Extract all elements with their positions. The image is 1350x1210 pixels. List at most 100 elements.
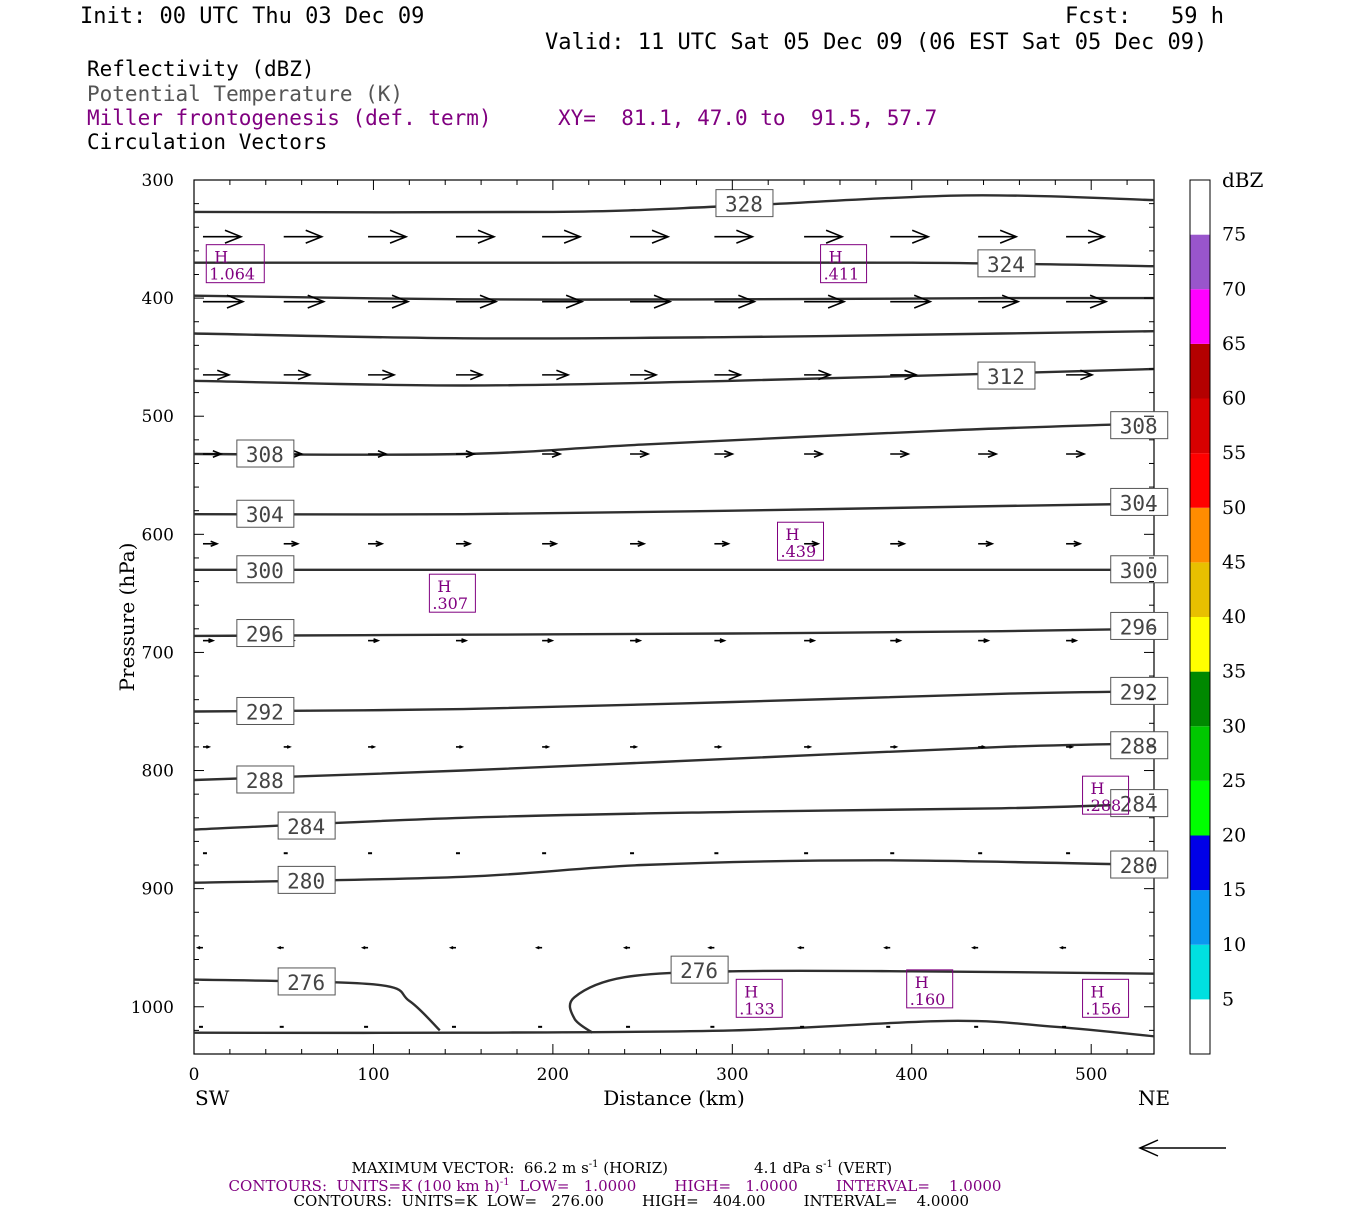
vector-head xyxy=(895,638,903,644)
vector-head xyxy=(448,946,454,950)
circulation-vector xyxy=(890,450,911,458)
circulation-vector xyxy=(714,294,757,309)
circulation-vector xyxy=(202,638,216,644)
vector-head xyxy=(377,450,389,458)
field-circulation: Circulation Vectors xyxy=(87,130,328,154)
vector-head xyxy=(1071,638,1079,644)
vector-head xyxy=(825,229,845,244)
colorbar-title: dBZ xyxy=(1222,168,1264,192)
theta-contour-284 xyxy=(194,802,1154,831)
contour-label-box xyxy=(236,439,295,468)
vector-head xyxy=(360,946,366,950)
circulation-vector xyxy=(890,638,903,644)
contour-label-box xyxy=(1110,731,1169,760)
circulation-vector xyxy=(368,229,409,244)
circulation-vector xyxy=(455,540,473,548)
field-reflectivity: Reflectivity (dBZ) xyxy=(87,57,315,81)
vector-head xyxy=(736,229,755,244)
vector-head xyxy=(195,946,201,950)
circulation-vector xyxy=(368,540,385,548)
vector-head xyxy=(463,540,473,548)
contour-label-box xyxy=(277,967,336,996)
circulation-vector xyxy=(448,946,456,950)
vector-head xyxy=(226,294,246,309)
circulation-vector xyxy=(1066,369,1095,381)
x-tick-label: 200 xyxy=(537,1065,569,1085)
high-box xyxy=(906,969,954,1009)
valid-time: Valid: 11 UTC Sat 05 Dec 09 (06 EST Sat … xyxy=(545,30,1208,55)
vector-head xyxy=(738,294,757,309)
colorbar-tick-label: 55 xyxy=(1222,442,1246,464)
circulation-vector xyxy=(630,638,643,644)
contour-label: 324 xyxy=(987,253,1025,277)
theta-contour-288 xyxy=(194,742,1154,782)
circulation-vector xyxy=(1066,294,1109,309)
theta-contour-292 xyxy=(194,690,1154,713)
vector-head xyxy=(635,638,643,644)
contour-label-box xyxy=(1110,850,1169,879)
colorbar-tick-label: 45 xyxy=(1222,551,1246,573)
contour-label-box xyxy=(1110,611,1169,640)
high-box xyxy=(1082,978,1130,1018)
vector-head xyxy=(286,745,292,749)
circulation-vector xyxy=(202,540,220,548)
footer-contours-purple: CONTOURS: UNITS=K (100 km h)-1 LOW= 1.00… xyxy=(228,1177,1002,1195)
vector-head xyxy=(549,540,559,548)
colorbar-tick-label: 70 xyxy=(1222,278,1246,300)
contour-label-box xyxy=(1110,487,1169,516)
colorbar-segment xyxy=(1190,617,1210,672)
circulation-vector xyxy=(890,540,907,548)
circulation-vector xyxy=(542,369,571,381)
frontogenesis-high: H.288 xyxy=(1082,775,1130,815)
contour-label: 300 xyxy=(246,559,284,583)
contour-label: 284 xyxy=(287,815,325,839)
frontogenesis-high: H.439 xyxy=(777,521,825,561)
circulation-vector xyxy=(630,450,651,458)
colorbar-tick-label: 5 xyxy=(1222,988,1234,1010)
circulation-vector xyxy=(804,229,845,244)
contour-label-box xyxy=(1110,789,1169,818)
frontogenesis-high: H.160 xyxy=(906,969,954,1009)
vector-head xyxy=(981,745,987,749)
high-value: .288 xyxy=(1086,796,1122,815)
init-time: Init: 00 UTC Thu 03 Dec 09 xyxy=(80,4,425,29)
vector-head xyxy=(545,745,551,749)
colorbar-segment xyxy=(1190,726,1210,781)
colorbar-segment xyxy=(1190,507,1210,563)
frontogenesis-high: H.307 xyxy=(428,573,476,613)
contour-label-box xyxy=(977,249,1036,278)
vector-head xyxy=(651,229,671,244)
high-letter: H xyxy=(744,982,758,1001)
vector-head xyxy=(1073,540,1083,548)
high-box xyxy=(428,573,476,613)
circulation-vector xyxy=(804,638,817,644)
field-xy: XY= 81.1, 47.0 to 91.5, 57.7 xyxy=(558,106,938,130)
reference-arrow xyxy=(1138,1139,1226,1157)
vector-head xyxy=(893,745,899,749)
circulation-vector xyxy=(283,294,326,309)
circulation-vector xyxy=(283,540,300,548)
vector-head xyxy=(276,946,282,950)
vector-head xyxy=(375,540,385,548)
vector-head xyxy=(479,294,499,309)
contour-label-box xyxy=(236,555,295,584)
contour-label-box xyxy=(1110,676,1169,705)
circulation-vector xyxy=(970,946,979,950)
circulation-vector xyxy=(360,946,369,950)
vector-head xyxy=(1069,745,1075,749)
vector-head xyxy=(719,638,727,644)
circulation-vector xyxy=(202,294,246,309)
vector-head xyxy=(904,369,919,381)
theta-contour-316 xyxy=(194,330,1154,340)
vector-head xyxy=(723,450,735,458)
circulation-vector xyxy=(542,540,559,548)
theta-contour-328 xyxy=(194,194,1154,214)
x-tick-label: 400 xyxy=(896,1065,928,1085)
circulation-vector xyxy=(796,946,805,950)
circulation-vector xyxy=(202,229,244,244)
high-value: .307 xyxy=(432,594,468,613)
theta-contour-276 xyxy=(194,978,441,1032)
circulation-vector xyxy=(542,745,551,749)
circulation-vector xyxy=(195,946,203,950)
